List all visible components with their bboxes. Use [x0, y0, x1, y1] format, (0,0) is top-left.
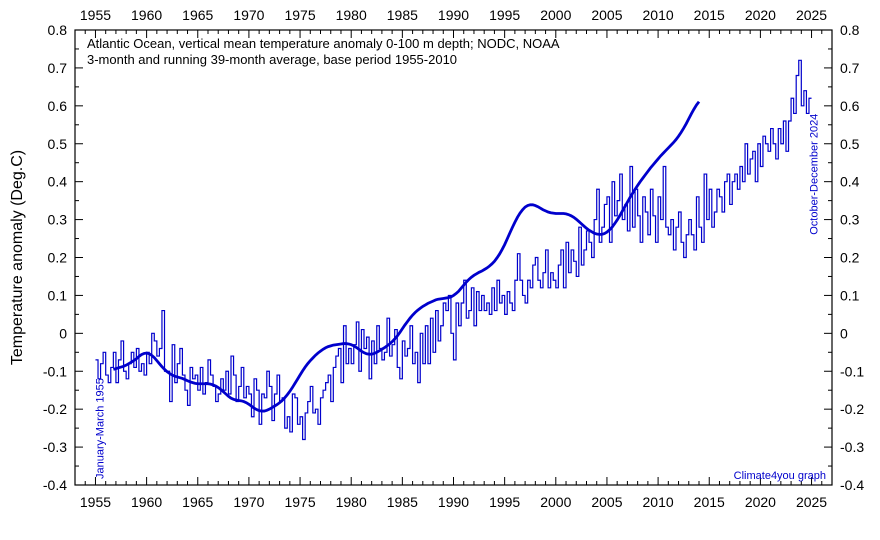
x-tick-label-top: 1995	[489, 7, 520, 23]
y-tick-label: 0	[59, 325, 67, 341]
chart-title-line1: Atlantic Ocean, vertical mean temperatur…	[87, 36, 560, 51]
x-tick-label-top: 1985	[387, 7, 418, 23]
y-tick-label-right: -0.3	[840, 439, 864, 455]
x-tick-label: 1965	[182, 494, 213, 510]
x-tick-label-top: 2020	[745, 7, 776, 23]
x-tick-label: 1995	[489, 494, 520, 510]
x-tick-label-top: 1960	[131, 7, 162, 23]
y-tick-label-right: 0.2	[840, 250, 860, 266]
x-tick-label: 1990	[438, 494, 469, 510]
y-tick-label: -0.1	[43, 363, 67, 379]
chart-container: 1955 1955 1960 1960 1965 1965 1970 1970 1975 1975…	[0, 0, 880, 540]
x-tick-label-top: 2025	[796, 7, 827, 23]
x-tick-label: 1970	[233, 494, 264, 510]
x-tick-label: 2000	[540, 494, 571, 510]
y-tick-label: -0.2	[43, 401, 67, 417]
x-tick-label-top: 1955	[80, 7, 111, 23]
y-tick-label-right: -0.1	[840, 363, 864, 379]
credit-text: Climate4you graph	[734, 470, 826, 482]
x-tick-label-top: 1980	[336, 7, 367, 23]
x-tick-label: 2010	[643, 494, 674, 510]
y-tick-label: 0.2	[48, 250, 68, 266]
y-tick-label-right: 0.3	[840, 212, 860, 228]
y-tick-label: 0.6	[48, 98, 68, 114]
y-tick-label-right: 0.4	[840, 174, 860, 190]
y-tick-label-right: 0	[840, 325, 848, 341]
x-tick-label-top: 2005	[591, 7, 622, 23]
x-tick-label: 2015	[694, 494, 725, 510]
x-tick-label: 1985	[387, 494, 418, 510]
x-tick-label: 1975	[284, 494, 315, 510]
y-tick-label: 0.3	[48, 212, 68, 228]
x-tick-label: 1955	[80, 494, 111, 510]
y-tick-label: 0.7	[48, 60, 68, 76]
y-tick-label: -0.3	[43, 439, 67, 455]
x-tick-label: 1960	[131, 494, 162, 510]
x-tick-label: 2005	[591, 494, 622, 510]
y-axis-label: Temperature anomaly (Deg.C)	[9, 150, 26, 365]
x-tick-label-top: 1965	[182, 7, 213, 23]
y-tick-label: 0.5	[48, 136, 68, 152]
y-tick-label-right: 0.5	[840, 136, 860, 152]
x-tick-label-top: 2000	[540, 7, 571, 23]
y-tick-label-right: 0.1	[840, 287, 860, 303]
x-tick-label-top: 1990	[438, 7, 469, 23]
y-tick-label-right: -0.2	[840, 401, 864, 417]
chart-svg: 1955 1955 1960 1960 1965 1965 1970 1970 1975 1975…	[0, 0, 880, 540]
y-tick-label: -0.4	[43, 477, 67, 493]
x-tick-label-top: 1975	[284, 7, 315, 23]
start-annotation: January-March 1955	[95, 378, 107, 479]
x-tick-label: 2020	[745, 494, 776, 510]
y-tick-label: 0.4	[48, 174, 68, 190]
y-tick-label-right: 0.7	[840, 60, 860, 76]
y-tick-label: 0.8	[48, 22, 68, 38]
x-tick-label-top: 2010	[643, 7, 674, 23]
x-tick-label: 1980	[336, 494, 367, 510]
chart-title-line2: 3-month and running 39-month average, ba…	[87, 52, 457, 67]
y-tick-label-right: -0.4	[840, 477, 864, 493]
end-annotation: October-December 2024	[809, 114, 821, 235]
y-tick-label-right: 0.8	[840, 22, 860, 38]
y-tick-label: 0.1	[48, 287, 68, 303]
x-tick-label: 2025	[796, 494, 827, 510]
y-tick-label-right: 0.6	[840, 98, 860, 114]
x-tick-label-top: 2015	[694, 7, 725, 23]
x-tick-label-top: 1970	[233, 7, 264, 23]
